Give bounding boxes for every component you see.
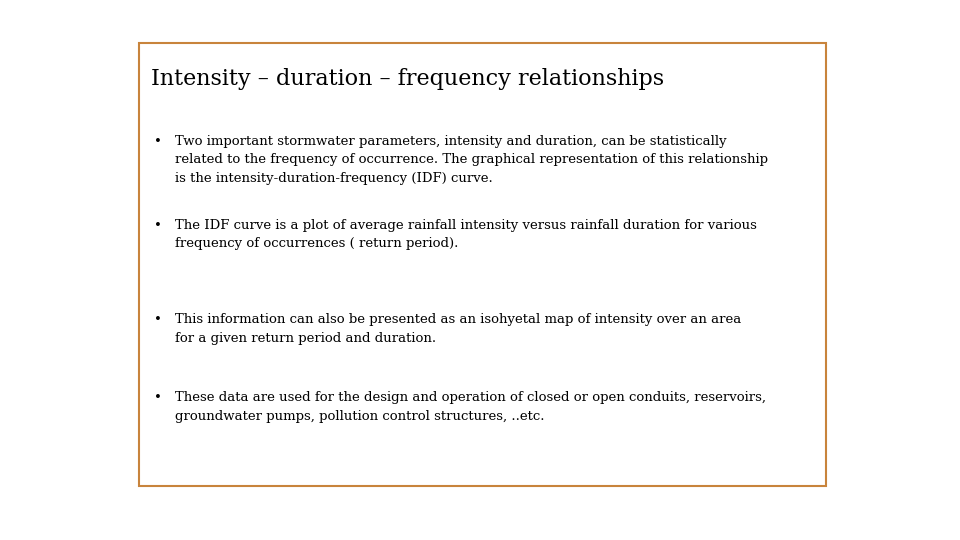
Text: •: •: [155, 313, 162, 326]
Text: This information can also be presented as an isohyetal map of intensity over an : This information can also be presented a…: [175, 313, 741, 345]
Text: Intensity – duration – frequency relationships: Intensity – duration – frequency relatio…: [151, 68, 664, 90]
Text: The IDF curve is a plot of average rainfall intensity versus rainfall duration f: The IDF curve is a plot of average rainf…: [175, 219, 756, 250]
Text: •: •: [155, 392, 162, 404]
Text: •: •: [155, 219, 162, 232]
FancyBboxPatch shape: [139, 43, 826, 486]
Text: Two important stormwater parameters, intensity and duration, can be statisticall: Two important stormwater parameters, int…: [175, 135, 768, 185]
Text: These data are used for the design and operation of closed or open conduits, res: These data are used for the design and o…: [175, 392, 766, 423]
Text: •: •: [155, 135, 162, 148]
